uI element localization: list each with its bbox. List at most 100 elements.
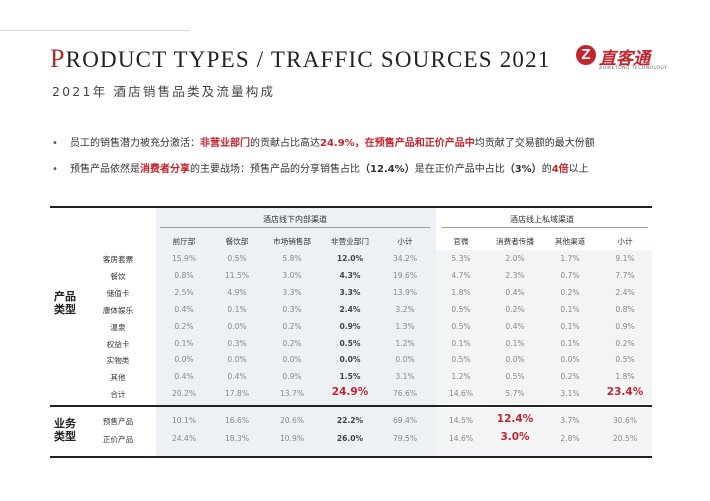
table-cell: 0.1% [174,338,194,348]
table-cell: 79.5% [392,434,418,443]
table-cell: 34.2% [392,254,418,263]
bullet-text: 是在正价产品中占比 [414,164,505,175]
bullet-item: • 预售产品依然是消费者分享的主要战场：预售产品的分享销售占比（12.4%）是在… [50,163,690,189]
table-cell: 18.3% [224,434,250,443]
table-cell: 0.2% [560,287,580,297]
group-header-online: 酒店线上私域渠道 [510,215,574,224]
table-cell: 30.6% [612,416,638,425]
table-cell: 10.9% [279,434,305,443]
table-cell: 16.6% [224,416,250,425]
table-cell: 3.3% [339,287,361,297]
table-cell: 23.4% [606,386,644,399]
row-label: 权益卡 [106,339,130,349]
column-header: 前厅部 [172,237,196,246]
online-shade-top [436,250,652,404]
table-cell: 0.0% [505,355,525,365]
column-header: 官微 [453,237,469,246]
table-cell: 3.7% [560,416,580,425]
table-cell: 0.9% [339,321,361,331]
group-underline [442,227,648,228]
bullet-bold: （12.4%） [360,164,415,175]
table-cell: 0.4% [505,287,525,297]
table-cell: 20.5% [612,434,638,443]
table-cell: 0.5% [339,338,361,348]
table-cell: 0.8% [174,270,194,280]
title-rest: RODUCT TYPES / TRAFFIC SOURCES 2021 [65,47,551,72]
table-cell: 4.3% [339,270,361,280]
row-label: 温泉 [110,322,126,332]
logo-z-icon: Z [576,45,596,65]
table-cell: 10.1% [171,416,197,425]
bullet-list: • 员工的销售潜力被充分激活：非营业部门的贡献占比高达24.9%，在预售产品和正… [50,137,690,189]
table-cell: 0.4% [505,321,525,331]
table-cell: 0.0% [227,355,247,365]
table-cell: 1.8% [451,287,471,297]
table-cell: 0.0% [174,355,194,365]
table-cell: 5.3% [451,254,471,263]
table-cell: 19.6% [392,270,418,280]
table-cell: 0.2% [615,338,635,348]
table-cell: 2.4% [339,304,361,314]
table-cell: 0.3% [227,338,247,348]
table-top-rule [50,206,652,208]
table-cell: 1.2% [395,338,415,348]
table-cell: 4.7% [451,270,471,280]
table-cell: 5.8% [282,254,302,263]
table-cell: 3.1% [560,389,580,399]
table-cell: 0.1% [451,338,471,348]
table-cell: 0.3% [282,304,302,314]
table-cell: 3.0% [282,270,302,280]
table-cell: 0.0% [282,355,302,365]
row-label: 正价产品 [102,435,134,444]
table-cell: 26.0% [336,434,364,443]
table-cell: 1.8% [615,372,635,382]
table-cell: 2.4% [615,287,635,297]
table-cell: 0.5% [451,321,471,331]
bullet-text: 预售产品依然是 [70,164,140,175]
table-cell: 12.0% [336,254,364,263]
bullet-text: 的 [541,164,552,175]
page-title: PRODUCT TYPES / TRAFFIC SOURCES 2021 [50,44,551,74]
column-header: 餐饮部 [225,237,249,246]
offline-shade [156,206,436,458]
bullet-text: 员工的销售潜力被充分激活： [70,138,200,149]
table-cell: 0.2% [174,321,194,331]
table-cell: 2.3% [505,270,525,280]
bullet-highlight: 4倍 [551,164,569,175]
table-cell: 0.0% [227,321,247,331]
group-underline [160,227,430,228]
table-cell: 0.1% [560,338,580,348]
table-cell: 0.1% [227,304,247,314]
row-label: 实物类 [106,356,130,366]
group-header-offline: 酒店线下内部渠道 [263,215,327,224]
table-cell: 7.7% [615,270,635,280]
table-cell: 14.6% [448,389,474,399]
table-cell: 14.6% [448,434,474,443]
table-cell: 0.7% [560,270,580,280]
bullet-highlight: 非营业部门 [200,138,250,149]
table-bottom-rule [50,456,652,458]
table-cell: 0.0% [395,355,415,365]
table-cell: 0.0% [560,355,580,365]
table-cell: 0.8% [615,304,635,314]
title-initial: P [50,44,66,73]
table-cell: 20.2% [171,389,197,399]
table-cell: 11.5% [224,270,250,280]
table-cell: 1.5% [339,372,361,382]
column-header: 消费者传播 [496,237,534,246]
bullet-highlight: 消费者分享 [140,164,190,175]
column-header: 小计 [617,237,633,246]
table-cell: 0.5% [615,355,635,365]
table-cell: 0.2% [282,338,302,348]
table-cell: 13.9% [392,287,418,297]
table-cell: 2.5% [174,287,194,297]
row-label: 康体娱乐 [102,305,134,315]
table-cell: 3.2% [395,304,415,314]
table-cell: 0.0% [339,355,361,365]
table-cell: 0.5% [451,304,471,314]
table-cell: 1.2% [451,372,471,382]
table-cell: 2.0% [505,254,525,263]
table-cell: 1.3% [395,321,415,331]
top-divider [0,30,190,31]
bullet-text: 均贡献了交易额的最大份额 [474,138,595,149]
